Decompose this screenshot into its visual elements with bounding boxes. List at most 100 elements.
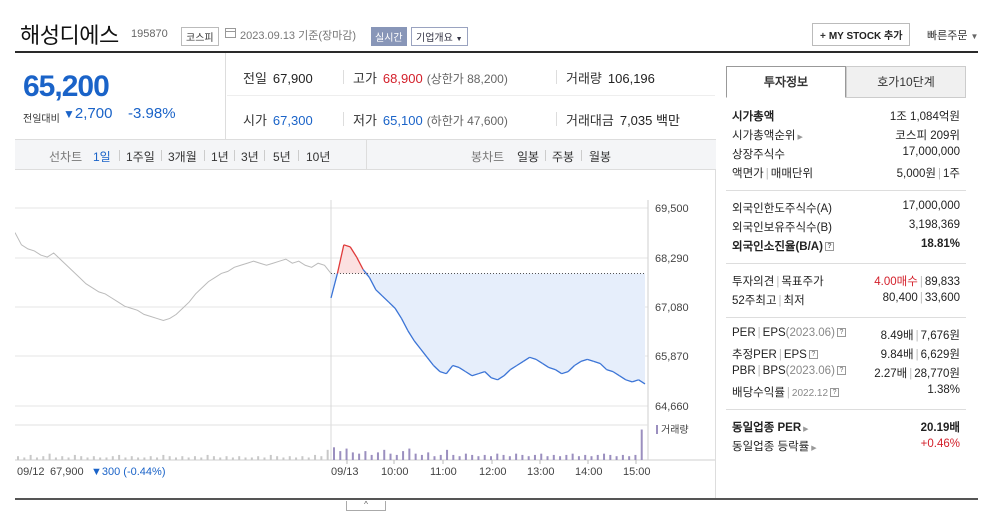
- today-line-down-segment: [478, 371, 485, 375]
- caret-right-icon: ▶: [811, 445, 817, 452]
- volume-bar: [73, 454, 76, 460]
- volume-bar: [54, 457, 57, 460]
- period-5y[interactable]: 5년: [273, 150, 291, 164]
- stat-upper-limit: (상한가 88,200): [426, 72, 508, 86]
- volume-label: 거래량: [661, 424, 689, 436]
- price-summary: 65,200 전일대비 ▼2,700 -3.98%: [15, 53, 226, 139]
- stat-volume-value: 106,196: [607, 71, 655, 86]
- info-row-value: 20.19배: [920, 422, 960, 434]
- info-row-value2: 6,629원: [920, 349, 960, 361]
- mystock-add-button[interactable]: + MY STOCK 추가: [812, 23, 911, 46]
- volume-bar: [577, 456, 580, 460]
- stat-low-value: 65,100: [382, 113, 423, 128]
- volume-bar: [364, 451, 367, 460]
- volume-bar: [559, 456, 562, 460]
- today-line-down-segment: [497, 375, 505, 381]
- candle-weekly[interactable]: 주봉: [552, 150, 575, 164]
- volume-bar: [80, 456, 83, 460]
- volume-bar: [86, 457, 89, 460]
- intraday-chart[interactable]: 69,500 68,290 67,080 65,870 64,660 거래량 09/12 67…: [14, 170, 716, 500]
- info-row-par-value: 액면가 | 매매단위 5,000원 | 1주: [732, 168, 960, 180]
- stat-trade-value-value: 7,035 백만: [619, 113, 680, 128]
- today-line-down-segment: [542, 362, 550, 369]
- today-line-down-segment: [330, 273, 339, 299]
- help-icon[interactable]: ?: [836, 366, 846, 376]
- volume-bar: [326, 449, 329, 460]
- market-badge: 코스피: [181, 27, 219, 46]
- info-row-period: (2023.06): [785, 365, 835, 377]
- period-3y[interactable]: 3년: [241, 150, 259, 164]
- quick-order-button[interactable]: 빠른주문 ▼: [927, 27, 978, 43]
- help-icon[interactable]: ?: [808, 350, 818, 360]
- info-row-est-per: 추정PER | EPS? 9.84배 | 6,629원: [732, 349, 960, 361]
- info-row-sector-per[interactable]: 동일업종 PER ▶ 20.19배: [726, 417, 966, 436]
- info-tabs: 투자정보 호가10단계: [726, 66, 966, 98]
- candle-monthly[interactable]: 월봉: [589, 150, 612, 164]
- volume-bar: [640, 429, 643, 460]
- volume-bar: [464, 453, 467, 460]
- volume-bar: [414, 453, 417, 460]
- down-triangle-icon: ▼: [63, 107, 75, 121]
- help-icon[interactable]: ?: [824, 242, 834, 252]
- today-line-up-segment: [343, 244, 351, 248]
- period-10y[interactable]: 10년: [306, 150, 331, 164]
- today-line-down-segment: [535, 358, 543, 365]
- volume-bar: [105, 457, 108, 460]
- info-row-label: 시가총액순위: [732, 130, 796, 142]
- info-row-label2: EPS: [762, 327, 786, 339]
- volume-bar: [320, 456, 323, 460]
- today-line-down-segment: [580, 358, 588, 363]
- info-row-sector-change[interactable]: 동일업종 등락률 ▶ +0.46%: [726, 436, 966, 455]
- help-icon[interactable]: ?: [836, 328, 846, 338]
- info-row-market-cap: 시가총액 1조 1,084억원: [726, 106, 966, 125]
- stock-name: 해성디에스: [20, 23, 119, 48]
- volume-bar: [370, 454, 373, 460]
- info-row-value2: 33,600: [924, 292, 960, 304]
- volume-bar: [496, 453, 499, 460]
- tab-investment-info[interactable]: 투자정보: [726, 66, 846, 98]
- info-row-label: 배당수익률: [732, 387, 785, 399]
- intraday-chart-svg: 69,500 68,290 67,080 65,870 64,660 거래량 09/12 67…: [14, 200, 715, 478]
- y-tick-label: 67,080: [655, 302, 689, 314]
- today-line-down-segment: [548, 366, 556, 371]
- today-line-down-segment: [587, 358, 594, 363]
- collapse-button[interactable]: ^: [346, 501, 386, 511]
- today-line-up-segment: [336, 244, 345, 274]
- info-row-market-cap-rank[interactable]: 시가총액순위 ▶ 코스피 209위: [726, 125, 966, 144]
- help-icon[interactable]: ?: [830, 388, 840, 398]
- volume-bar: [515, 453, 518, 460]
- volume-bar: [358, 453, 361, 460]
- caret-right-icon: ▶: [803, 426, 809, 433]
- tab-orderbook[interactable]: 호가10단계: [846, 66, 966, 98]
- volume-bar: [490, 456, 492, 460]
- volume-bar: [339, 451, 342, 460]
- volume-bar: [193, 456, 196, 460]
- info-row-foreign-ratio: 외국인소진율(B/A)? 18.81%: [726, 236, 966, 255]
- period-3m[interactable]: 3개월: [168, 150, 197, 164]
- chevron-up-icon: ^: [364, 500, 368, 509]
- chevron-down-icon: ▼: [970, 32, 979, 41]
- info-row-pbr: PBR | BPS(2023.06)? 2.27배 | 28,770원: [732, 365, 960, 380]
- compare-label: 전일대비: [23, 114, 60, 125]
- volume-bar: [111, 456, 114, 460]
- period-1w[interactable]: 1주일: [126, 150, 155, 164]
- realtime-button[interactable]: 실시간: [371, 27, 407, 46]
- info-row-label: 투자의견: [732, 276, 775, 288]
- info-row-label2: 최저: [783, 295, 805, 307]
- info-row-foreign-limit: 외국인한도주식수(A) 17,000,000: [726, 198, 966, 217]
- stat-low-label: 저가: [353, 113, 377, 128]
- today-line-down-segment: [510, 364, 518, 371]
- period-1y[interactable]: 1년: [211, 150, 229, 164]
- volume-bar: [17, 456, 19, 460]
- info-row-label: 액면가: [732, 168, 764, 180]
- today-line-down-segment: [599, 362, 608, 371]
- info-row-value: 2.27배: [874, 368, 908, 380]
- candle-daily[interactable]: 일봉: [517, 150, 540, 164]
- stat-open-value: 67,300: [272, 113, 313, 128]
- volume-bar: [508, 456, 511, 460]
- company-overview-dropdown[interactable]: 기업개요 ▼: [411, 27, 468, 46]
- x-tick-label: 15:00: [623, 466, 651, 478]
- period-1d[interactable]: 1일: [93, 150, 111, 164]
- volume-bar: [552, 454, 555, 460]
- x-tick-label: 12:00: [479, 466, 507, 478]
